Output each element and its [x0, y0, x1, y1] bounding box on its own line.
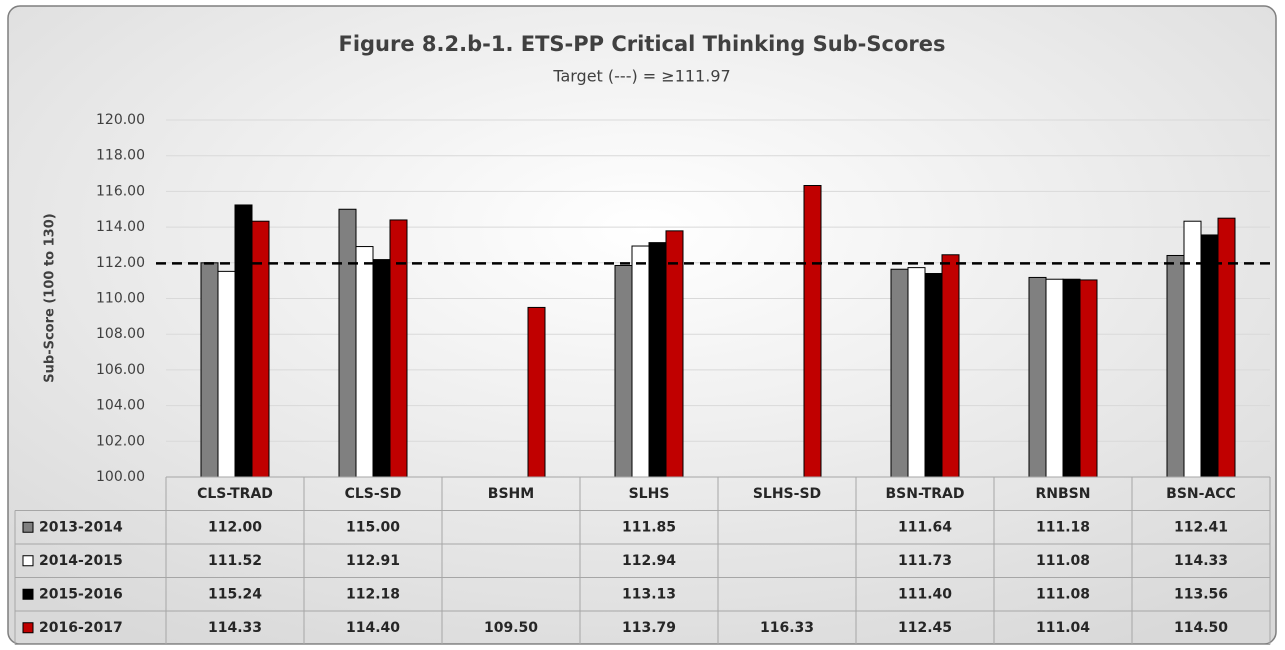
data-label: 111.52	[208, 553, 262, 569]
legend-key	[22, 588, 34, 600]
bar	[1166, 254, 1185, 478]
x-tick-label: BSHM	[488, 486, 534, 502]
data-label: 116.33	[760, 620, 814, 636]
y-tick-label: 112.00	[96, 255, 145, 271]
y-tick-label: 106.00	[96, 362, 145, 378]
y-tick-label: 120.00	[96, 112, 145, 128]
y-tick-label: 104.00	[96, 398, 145, 414]
data-label: 114.40	[346, 620, 400, 636]
data-label: 111.04	[1036, 620, 1090, 636]
chart-subtitle: Target (---) = ≥111.97	[552, 67, 730, 86]
legend-label: 2015-2016	[39, 586, 123, 602]
data-label: 113.13	[622, 586, 676, 602]
data-label: 112.41	[1174, 519, 1228, 535]
data-label: 111.73	[898, 553, 952, 569]
y-tick-label: 108.00	[96, 326, 145, 342]
data-label: 112.94	[622, 553, 676, 569]
bar	[631, 245, 650, 478]
legend-key	[22, 555, 34, 567]
data-label: 111.64	[898, 519, 952, 535]
bar	[941, 254, 960, 478]
bar	[803, 185, 822, 478]
x-tick-label: CLS-SD	[345, 486, 402, 502]
data-label: 111.18	[1036, 519, 1090, 535]
data-label: 115.24	[208, 586, 262, 602]
bar	[372, 259, 391, 478]
y-axis-label: Sub-Score (100 to 130)	[43, 213, 58, 382]
bar	[355, 246, 374, 478]
data-label: 109.50	[484, 620, 538, 636]
x-tick-label: RNBSN	[1036, 486, 1091, 502]
bar	[1062, 278, 1081, 478]
bar	[648, 242, 667, 478]
bar	[1028, 276, 1047, 478]
x-tick-label: BSN-ACC	[1166, 486, 1236, 502]
data-label: 111.08	[1036, 553, 1090, 569]
bar	[251, 220, 270, 478]
y-tick-label: 114.00	[96, 219, 145, 235]
y-tick-label: 102.00	[96, 433, 145, 449]
data-label: 113.79	[622, 620, 676, 636]
bar	[338, 208, 357, 478]
data-label: 114.50	[1174, 620, 1228, 636]
bar	[924, 273, 943, 478]
y-tick-label: 118.00	[96, 148, 145, 164]
data-label: 114.33	[1174, 553, 1228, 569]
x-tick-label: CLS-TRAD	[197, 486, 273, 502]
legend-key	[22, 622, 34, 634]
data-label: 112.00	[208, 519, 262, 535]
data-label: 114.33	[208, 620, 262, 636]
bar	[1045, 278, 1064, 478]
bar	[234, 204, 253, 478]
bar	[890, 268, 909, 478]
data-label: 115.00	[346, 519, 400, 535]
legend-label: 2016-2017	[39, 620, 123, 636]
chart-title: Figure 8.2.b-1. ETS-PP Critical Thinking…	[338, 32, 945, 56]
y-tick-label: 110.00	[96, 291, 145, 307]
bar	[1079, 279, 1098, 478]
bar	[527, 306, 546, 478]
data-label: 112.18	[346, 586, 400, 602]
bar	[217, 270, 236, 478]
legend-label: 2014-2015	[39, 553, 123, 569]
bar	[1217, 217, 1236, 478]
bar	[200, 262, 219, 478]
bar	[389, 219, 408, 478]
x-tick-label: SLHS	[629, 486, 670, 502]
data-label: 112.91	[346, 553, 400, 569]
data-label: 112.45	[898, 620, 952, 636]
x-tick-label: BSN-TRAD	[885, 486, 964, 502]
bar	[665, 230, 684, 478]
data-label: 111.85	[622, 519, 676, 535]
legend-key	[22, 521, 34, 533]
bar	[907, 267, 926, 478]
y-tick-label: 100.00	[96, 469, 145, 485]
bar	[614, 264, 633, 478]
bar	[1200, 234, 1219, 478]
data-label: 113.56	[1174, 586, 1228, 602]
bar	[1183, 220, 1202, 478]
data-label: 111.40	[898, 586, 952, 602]
data-label: 111.08	[1036, 586, 1090, 602]
legend-label: 2013-2014	[39, 519, 123, 535]
x-tick-label: SLHS-SD	[753, 486, 821, 502]
y-tick-label: 116.00	[96, 183, 145, 199]
